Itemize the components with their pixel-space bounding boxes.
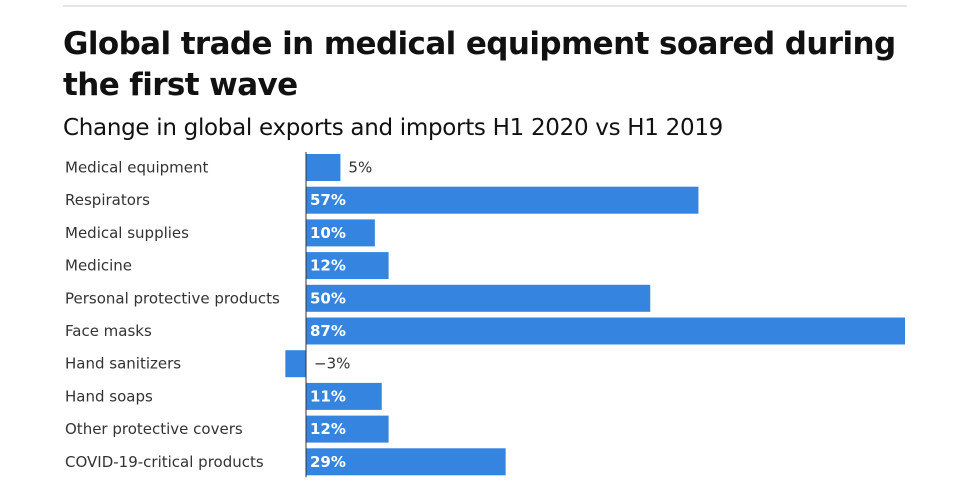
data-label: 12%	[310, 257, 346, 275]
bar	[306, 219, 375, 247]
bar	[306, 382, 382, 410]
bar	[306, 154, 341, 181]
bar	[285, 350, 306, 378]
top-divider	[63, 5, 907, 7]
data-label: 10%	[310, 224, 346, 242]
category-label: Respirators	[65, 191, 150, 209]
data-label: 50%	[310, 289, 346, 307]
data-label: 57%	[310, 191, 346, 209]
data-label: −3%	[314, 355, 350, 373]
data-label: 29%	[310, 453, 346, 471]
chart-title: Global trade in medical equipment soared…	[63, 26, 896, 103]
bar	[306, 448, 506, 476]
bar	[306, 252, 389, 280]
category-label: Other protective covers	[65, 420, 243, 438]
bar	[306, 284, 651, 312]
bar	[306, 186, 699, 214]
chart-subtitle: Change in global exports and imports H1 …	[63, 115, 723, 141]
category-label: Face masks	[65, 322, 152, 340]
category-label: Medicine	[65, 257, 132, 275]
category-label: Hand sanitizers	[65, 355, 181, 373]
bar	[306, 317, 905, 345]
data-label: 11%	[310, 387, 346, 405]
category-label: Medical equipment	[65, 159, 209, 177]
data-label: 87%	[310, 322, 346, 340]
bar	[306, 415, 389, 443]
category-label: Medical supplies	[65, 224, 189, 242]
data-label: 5%	[348, 159, 372, 177]
data-label: 12%	[310, 420, 346, 438]
category-label: COVID-19-critical products	[65, 453, 264, 471]
category-label: Personal protective products	[65, 289, 280, 307]
category-label: Hand soaps	[65, 387, 153, 405]
